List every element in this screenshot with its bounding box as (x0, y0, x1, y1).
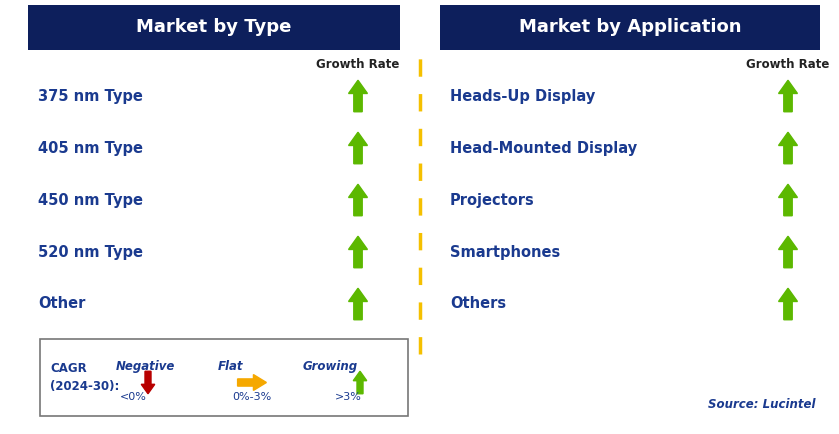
Polygon shape (348, 132, 367, 164)
Text: Smartphones: Smartphones (450, 244, 560, 260)
Text: Source: Lucintel: Source: Lucintel (707, 398, 815, 411)
Text: Projectors: Projectors (450, 193, 534, 207)
Text: Heads-Up Display: Heads-Up Display (450, 89, 595, 103)
Text: >3%: >3% (335, 392, 362, 402)
Bar (28, 5, 400, 50)
Text: Growth Rate: Growth Rate (747, 57, 830, 70)
Polygon shape (237, 375, 267, 391)
Polygon shape (353, 371, 367, 394)
Text: Flat: Flat (217, 360, 242, 373)
Polygon shape (779, 80, 797, 112)
Text: Other: Other (38, 296, 86, 312)
Bar (440, 5, 820, 50)
Polygon shape (779, 288, 797, 320)
Text: (2024-30):: (2024-30): (50, 380, 119, 393)
Polygon shape (779, 236, 797, 268)
Polygon shape (348, 80, 367, 112)
Polygon shape (348, 236, 367, 268)
Text: CAGR: CAGR (50, 362, 86, 375)
Text: 0%-3%: 0%-3% (232, 392, 272, 402)
Text: Head-Mounted Display: Head-Mounted Display (450, 141, 637, 155)
Text: 375 nm Type: 375 nm Type (38, 89, 143, 103)
Text: <0%: <0% (120, 392, 147, 402)
Polygon shape (348, 288, 367, 320)
Polygon shape (779, 132, 797, 164)
Text: 520 nm Type: 520 nm Type (38, 244, 143, 260)
Polygon shape (348, 184, 367, 216)
Text: Others: Others (450, 296, 506, 312)
Text: Growing: Growing (302, 360, 357, 373)
Polygon shape (141, 371, 154, 394)
Text: Market by Type: Market by Type (136, 19, 292, 36)
Text: 405 nm Type: 405 nm Type (38, 141, 143, 155)
Polygon shape (779, 184, 797, 216)
Text: Negative: Negative (115, 360, 175, 373)
Text: Market by Application: Market by Application (519, 19, 741, 36)
Text: Growth Rate: Growth Rate (316, 57, 399, 70)
FancyBboxPatch shape (40, 339, 408, 416)
Text: 450 nm Type: 450 nm Type (38, 193, 143, 207)
